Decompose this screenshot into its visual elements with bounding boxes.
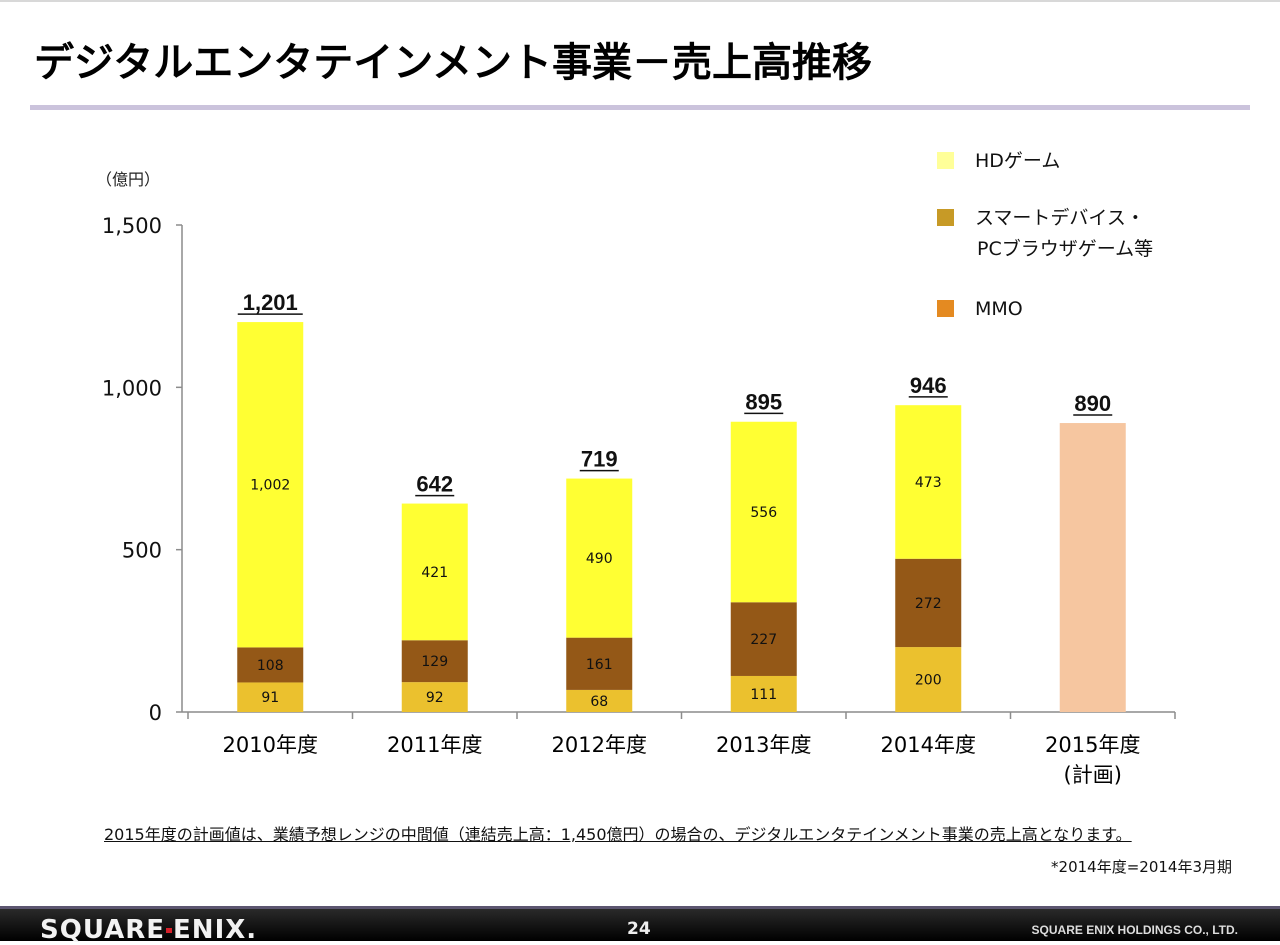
legend-label: PCブラウザゲーム等 [977,237,1153,260]
bar-segment [895,558,962,648]
segment-value-label: 227 [750,632,777,648]
bar-segment [237,647,304,683]
segment-value-label: 490 [586,551,613,567]
page-title: デジタルエンタテインメント事業－売上高推移 [34,40,872,86]
total-value-label: 719 [581,447,618,472]
y-tick-label: 500 [122,539,162,563]
page-number: 24 [627,919,651,939]
stacked-bar-chart: 0 500 1,000 1,500 （億円） 91 108 1,002 1,201 2010年度 9… [96,150,1176,787]
segment-value-label: 161 [586,657,613,673]
bar-segment [566,689,633,712]
title-underline [30,105,1250,110]
bar-segment [237,322,304,648]
total-value-label: 642 [416,472,453,497]
legend-label: HDゲーム [975,150,1060,172]
bar-segment [401,640,468,683]
legend-label: スマートデバイス・ [975,207,1145,229]
segment-value-label: 91 [261,690,279,706]
legend-swatch [937,300,954,317]
company-name: SQUARE ENIX HOLDINGS CO., LTD. [1031,923,1238,937]
logo-word-enix: ENIX. [173,915,258,945]
logo-word-square: SQUARE [40,915,166,945]
square-enix-logo: SQUARE ENIX. [40,915,257,945]
bar-segment [1059,423,1126,712]
segment-value-label: 92 [426,690,444,706]
x-tick-label: 2011年度 [387,733,482,757]
segment-value-label: 108 [257,658,284,674]
bar-segment [895,405,962,559]
bar-segment [401,682,468,712]
segment-value-label: 200 [915,673,942,689]
total-value-label: 1,201 [243,290,298,315]
y-tick-label: 0 [149,701,162,725]
total-value-label: 946 [910,373,947,398]
bar-segment [237,682,304,712]
segment-value-label: 272 [915,596,942,612]
bar-segment [730,675,797,712]
logo-red-accent [166,928,173,933]
segment-value-label: 68 [590,694,608,710]
x-tick-label: (計画) [1064,763,1122,787]
footer-bar: SQUARE ENIX. 24 SQUARE ENIX HOLDINGS CO.,… [0,906,1280,945]
top-border [0,0,1280,2]
x-tick-label: 2010年度 [223,733,318,757]
bar-segment [895,647,962,712]
y-axis-unit-label: （億円） [96,170,160,189]
fiscal-year-note: *2014年度=2014年3月期 [1051,858,1232,876]
x-tick-label: 2012年度 [552,733,647,757]
legend-swatch [937,152,954,169]
x-tick-label: 2014年度 [881,733,976,757]
segment-value-label: 1,002 [250,478,290,494]
bar-segment [566,478,633,638]
segment-value-label: 111 [750,687,777,703]
bar-segment [730,602,797,676]
y-tick-label: 1,000 [102,376,162,400]
segment-value-label: 556 [750,505,777,521]
segment-value-label: 473 [915,475,942,491]
segment-value-label: 129 [421,654,448,670]
x-tick-label: 2015年度 [1045,733,1140,757]
footnote: 2015年度の計画値は、業績予想レンジの中間値（連結売上高：1,450億円）の場… [104,825,1132,844]
legend-swatch [937,209,954,226]
y-tick-label: 1,500 [102,214,162,238]
bar-segment [730,421,797,603]
total-value-label: 895 [745,389,782,414]
segment-value-label: 421 [421,565,448,581]
x-tick-label: 2013年度 [716,733,811,757]
bar-segment [401,503,468,641]
legend-label: MMO [975,298,1023,320]
bar-segment [566,637,633,690]
total-value-label: 890 [1074,391,1111,416]
